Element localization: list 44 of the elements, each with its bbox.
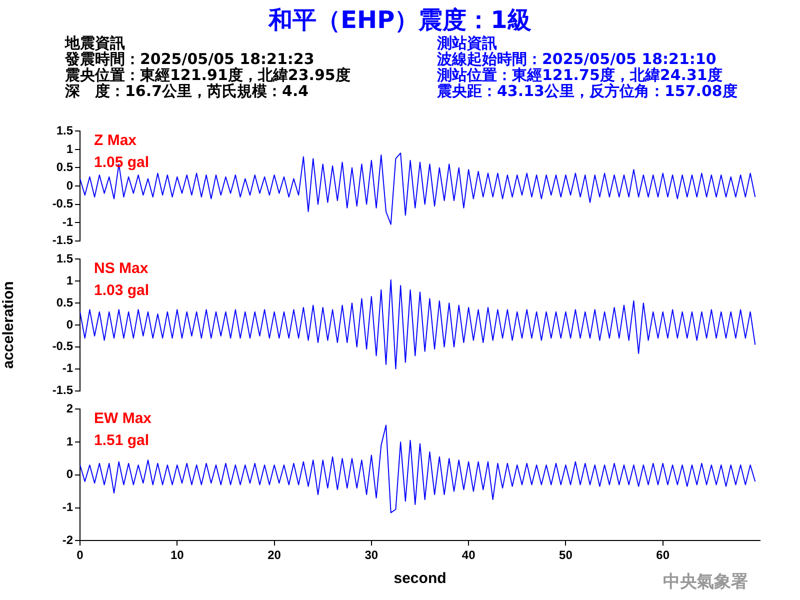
y-tick-label: 0.5 [56,160,74,174]
y-tick-label: 0 [66,467,74,482]
annotation: Z Max [94,132,138,149]
y-tick-label: -1.5 [52,233,74,248]
x-tick-label: 30 [364,548,378,562]
y-tick-label: 1 [66,434,74,448]
y-tick-label: 0 [66,317,74,332]
annotation: EW Max [94,410,152,427]
chart-title: 和平（EHP）震度：1級 [268,6,532,34]
text: 測站資訊 [437,34,497,52]
annotation: 1.03 gal [94,282,150,299]
annotation: NS Max [94,260,149,277]
x-tick-label: 20 [268,548,282,562]
text: 震央距：43.13公里，反方位角：157.08度 [437,82,738,100]
text: 中央氣象署 [663,571,748,593]
annotation: 1.05 gal [94,154,150,171]
y-tick-label: 1 [66,142,74,156]
x-tick-label: 60 [656,548,670,562]
text: 波線起始時間：2025/05/05 18:21:10 [437,50,716,68]
y-tick-label: 2 [66,402,74,416]
y-tick-label: 1.5 [56,252,74,266]
x-tick-label: 40 [462,548,476,562]
text: 發震時間：2025/05/05 18:21:23 [65,50,314,68]
y-axis-title: acceleration [0,281,18,369]
y-tick-label: 1.5 [56,124,74,138]
y-tick-label: -1.5 [52,383,74,398]
x-tick-label: 10 [170,548,184,562]
x-tick-label: 0 [76,548,84,562]
text: 深 度：16.7公里，芮氏規模：4.4 [65,82,309,100]
y-tick-label: -0.5 [52,339,74,354]
y-tick-label: -1 [62,361,74,376]
annotation: 1.51 gal [94,432,150,449]
x-axis-title: second [394,570,446,588]
y-tick-label: -1 [62,500,74,514]
y-tick-label: 1 [66,273,74,288]
x-tick-label: 50 [559,548,573,562]
text: 測站位置：東經121.75度，北緯24.31度 [437,66,722,84]
y-tick-label: -0.5 [52,196,74,211]
y-tick-label: 0 [66,178,74,192]
y-tick-label: 0.5 [56,295,74,310]
y-tick-label: -1 [62,214,74,229]
text: 震央位置：東經121.91度，北緯23.95度 [65,66,350,84]
text: 地震資訊 [65,34,125,52]
y-tick-label: -2 [62,532,74,547]
